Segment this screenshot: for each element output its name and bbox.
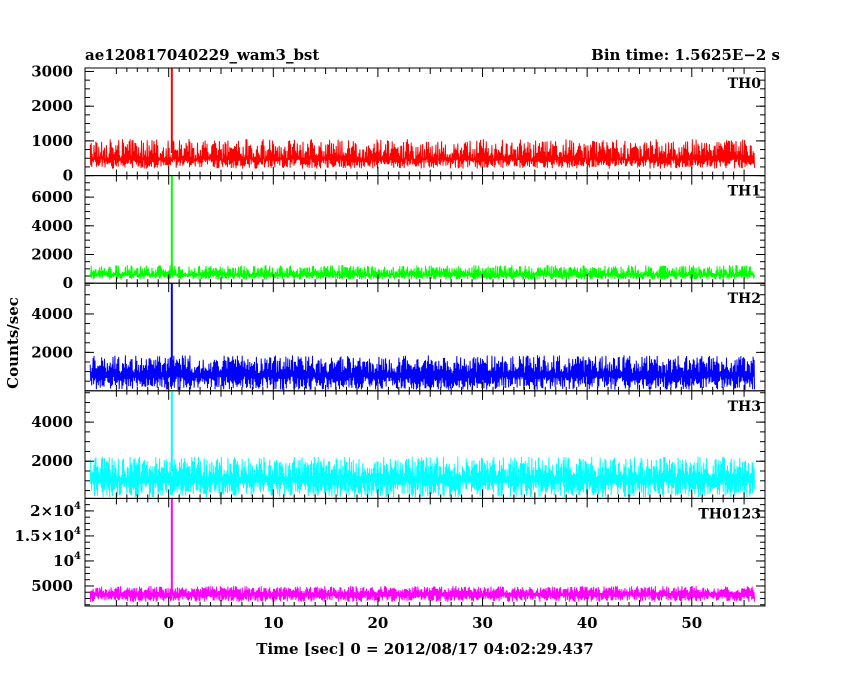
- panel-label: TH0123: [698, 506, 761, 522]
- panel-label: TH3: [728, 399, 761, 415]
- y-tick-label-exponent: 4: [74, 501, 81, 512]
- series-th2-line: [89, 355, 755, 390]
- y-tick-label: 2000: [31, 343, 73, 361]
- bin-time-label: Bin time: 1.5625E−2 s: [591, 46, 780, 64]
- series-th0123-line: [89, 585, 755, 603]
- y-tick-label: 4000: [31, 413, 73, 431]
- panels-group: 0 1000 2000 3000 TH0 0 2000 4000 6000 TH1 2000 4000…: [14, 62, 766, 607]
- panel-th0123: 5000 104 1.5×104 2×104 TH0123: [14, 497, 766, 607]
- panel-th0: 0 1000 2000 3000 TH0: [31, 62, 766, 185]
- y-tick-label: 4000: [31, 217, 73, 235]
- y-tick-label: 2000: [31, 246, 73, 264]
- panel-th2: 2000 4000 TH2: [31, 282, 766, 392]
- panel-label: TH0: [728, 76, 762, 92]
- series-th0-line: [89, 139, 755, 169]
- y-tick-label: 1000: [31, 132, 73, 150]
- series-th3-line: [89, 456, 755, 498]
- x-axis-label: Time [sec] 0 = 2012/08/17 04:02:29.437: [256, 640, 593, 658]
- x-tick-label: 40: [577, 614, 598, 632]
- x-tick-label: 50: [681, 614, 702, 632]
- y-axis-label: Counts/sec: [4, 297, 22, 389]
- y-tick-label: 2×104: [30, 501, 81, 520]
- x-tick-label: 10: [263, 614, 284, 632]
- y-tick-label: 3000: [31, 62, 73, 80]
- y-tick-label-exponent: 4: [74, 526, 81, 537]
- y-tick-label: 2000: [31, 452, 73, 470]
- x-axis: 0 10 20 30 40 50: [163, 614, 702, 632]
- y-tick-label: 0: [63, 274, 73, 292]
- panel-th1: 0 2000 4000 6000 TH1: [31, 175, 766, 292]
- y-tick-label: 1.5×104: [14, 526, 81, 545]
- x-tick-label: 0: [163, 614, 173, 632]
- panel-th3: 2000 4000 TH3: [31, 390, 766, 499]
- panel-label: TH2: [728, 291, 761, 307]
- series-th1-line: [89, 265, 755, 280]
- chart-title: ae120817040229_wam3_bst: [85, 46, 319, 64]
- y-tick-label: 2000: [31, 97, 73, 115]
- panel-frame: [84, 497, 766, 607]
- y-tick-label-exponent: 4: [74, 551, 81, 562]
- y-tick-label: 6000: [31, 188, 73, 206]
- x-tick-label: 30: [472, 614, 493, 632]
- y-tick-label: 5000: [31, 577, 73, 595]
- y-tick-label: 4000: [31, 305, 73, 323]
- panel-label: TH1: [728, 184, 761, 200]
- y-tick-label: 104: [53, 551, 81, 570]
- y-tick-label: 0: [63, 167, 73, 185]
- x-tick-label: 20: [367, 614, 388, 632]
